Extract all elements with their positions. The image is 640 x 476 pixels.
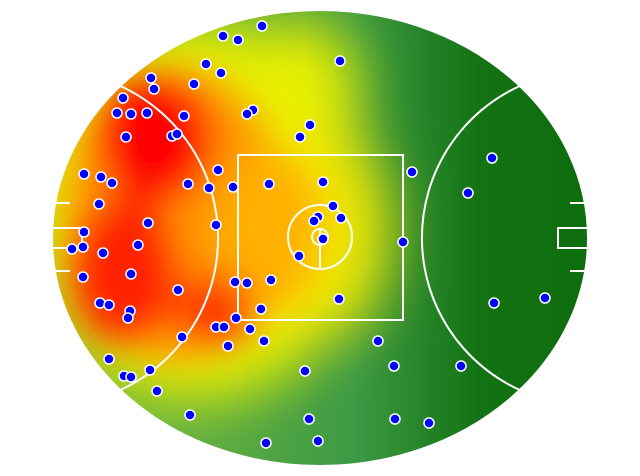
point xyxy=(488,297,500,309)
point xyxy=(312,435,324,447)
point xyxy=(142,217,154,229)
point xyxy=(227,181,239,193)
point xyxy=(217,30,229,42)
point xyxy=(423,417,435,429)
point xyxy=(241,108,253,120)
point xyxy=(303,413,315,425)
point xyxy=(241,277,253,289)
point xyxy=(77,241,89,253)
point xyxy=(335,212,347,224)
point xyxy=(215,67,227,79)
point xyxy=(317,176,329,188)
point xyxy=(256,20,268,32)
point xyxy=(244,323,256,335)
point xyxy=(66,243,78,255)
point xyxy=(212,164,224,176)
point xyxy=(188,78,200,90)
point xyxy=(230,312,242,324)
point xyxy=(103,353,115,365)
point xyxy=(141,107,153,119)
point xyxy=(294,131,306,143)
point xyxy=(144,364,156,376)
point xyxy=(462,187,474,199)
point xyxy=(218,321,230,333)
point xyxy=(222,340,234,352)
point xyxy=(95,171,107,183)
point xyxy=(171,128,183,140)
point xyxy=(103,299,115,311)
point xyxy=(406,166,418,178)
point xyxy=(334,55,346,67)
point xyxy=(182,178,194,190)
point xyxy=(486,152,498,164)
point xyxy=(184,409,196,421)
point xyxy=(388,360,400,372)
point xyxy=(125,268,137,280)
point xyxy=(260,437,272,449)
point xyxy=(148,83,160,95)
point xyxy=(389,413,401,425)
point xyxy=(122,312,134,324)
point xyxy=(210,219,222,231)
point xyxy=(125,371,137,383)
point xyxy=(200,58,212,70)
point xyxy=(78,168,90,180)
point xyxy=(203,182,215,194)
point xyxy=(132,239,144,251)
point xyxy=(176,331,188,343)
point xyxy=(539,292,551,304)
point xyxy=(151,385,163,397)
point xyxy=(97,247,109,259)
point xyxy=(106,177,118,189)
point xyxy=(232,34,244,46)
point xyxy=(372,335,384,347)
point xyxy=(117,92,129,104)
point xyxy=(172,284,184,296)
point xyxy=(293,250,305,262)
point xyxy=(178,110,190,122)
point xyxy=(255,303,267,315)
point xyxy=(120,131,132,143)
point xyxy=(145,72,157,84)
point xyxy=(263,178,275,190)
point xyxy=(455,360,467,372)
point xyxy=(77,271,89,283)
point xyxy=(78,226,90,238)
point xyxy=(111,107,123,119)
point xyxy=(317,233,329,245)
point xyxy=(125,108,137,120)
point xyxy=(299,365,311,377)
point xyxy=(327,200,339,212)
point xyxy=(308,215,320,227)
point xyxy=(333,293,345,305)
point xyxy=(93,198,105,210)
point xyxy=(258,335,270,347)
point xyxy=(229,276,241,288)
point xyxy=(304,119,316,131)
point xyxy=(397,236,409,248)
point xyxy=(265,274,277,286)
